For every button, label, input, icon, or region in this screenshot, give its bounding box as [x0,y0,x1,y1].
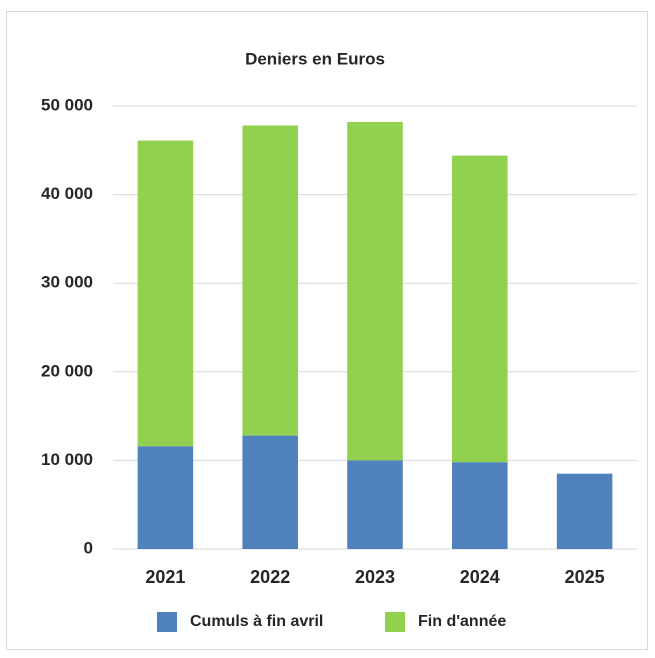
x-tick-label: 2021 [145,567,185,587]
y-tick-label: 20 000 [41,361,93,380]
x-tick-label: 2023 [355,567,395,587]
bar-segment [347,460,403,549]
x-tick-label: 2022 [250,567,290,587]
legend-swatch [385,612,405,632]
y-tick-label: 0 [84,538,93,557]
bar-segment [242,125,298,436]
x-tick-label: 2025 [565,567,605,587]
x-tick-label: 2024 [460,567,500,587]
y-tick-label: 40 000 [41,184,93,203]
bar-segment [452,155,508,463]
bar-segment [137,446,194,549]
legend-label: Fin d'année [418,613,506,630]
bar-segment [137,140,194,447]
bar-segment [242,435,298,549]
bar-segment [556,473,613,549]
y-tick-label: 10 000 [41,450,93,469]
y-tick-label: 30 000 [41,273,93,292]
chart-title: Deniers en Euros [245,49,385,68]
chart-frame [6,11,648,650]
legend-label: Cumuls à fin avril [190,613,323,630]
legend-swatch [157,612,177,632]
y-tick-label: 50 000 [41,95,93,114]
bar-segment [452,462,508,549]
bar-segment [347,121,403,461]
